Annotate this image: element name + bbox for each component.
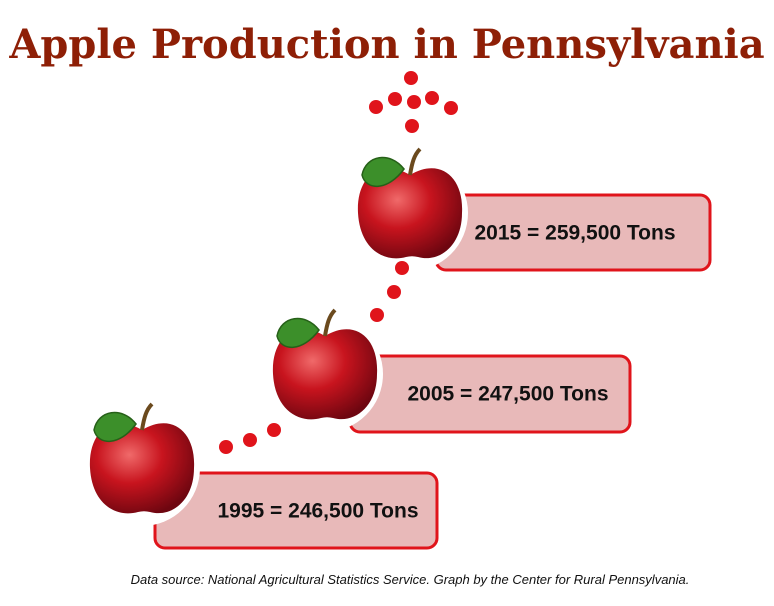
label: 2015 = 259,500 Tons [475,222,676,245]
apple [350,147,470,273]
apple [265,308,385,434]
source: Data source: National Agricultural Stati… [131,572,690,587]
label: 2005 = 247,500 Tons [408,383,609,406]
apple [82,402,202,528]
dots [219,71,458,454]
label: 1995 = 246,500 Tons [218,500,419,523]
title: Apple Production in Pennsylvania [8,21,764,68]
